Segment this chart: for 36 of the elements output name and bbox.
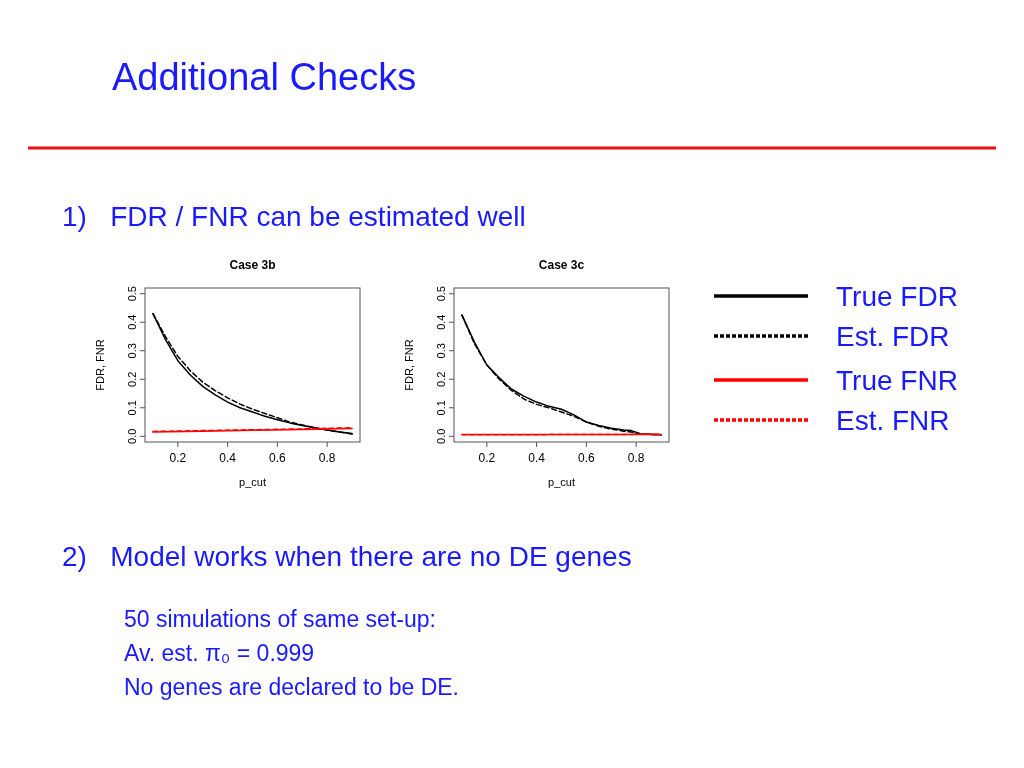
legend-label: True FDR <box>836 281 958 312</box>
x-tick-label: 0.4 <box>219 451 237 465</box>
text: No genes are declared to be DE. <box>124 674 459 700</box>
x-tick-label: 0.8 <box>627 451 645 465</box>
text: Av. est. π₀ = 0.999 <box>124 640 315 666</box>
text: 1) FDR / FNR can be estimated well <box>62 201 526 232</box>
y-tick-label: 0.3 <box>435 343 447 359</box>
x-tick-label: 0.6 <box>578 451 596 465</box>
x-tick-label: 0.2 <box>169 451 187 465</box>
x-tick-label: 0.8 <box>318 451 336 465</box>
y-axis-title: FDR, FNR <box>403 339 415 391</box>
text: Additional Checks <box>112 56 417 98</box>
text: 50 simulations of same set-up: <box>124 606 436 632</box>
x-axis-title: p_cut <box>239 476 266 488</box>
y-tick-label: 0.4 <box>435 314 447 330</box>
y-tick-label: 0.0 <box>435 428 447 444</box>
x-tick-label: 0.2 <box>478 451 496 465</box>
y-tick-label: 0.3 <box>126 343 138 359</box>
legend-label: True FNR <box>836 365 958 396</box>
y-tick-label: 0.2 <box>435 371 447 387</box>
y-tick-label: 0.0 <box>126 428 138 444</box>
x-axis-title: p_cut <box>548 476 575 488</box>
y-tick-label: 0.4 <box>126 314 138 330</box>
x-tick-label: 0.4 <box>528 451 546 465</box>
legend-label: Est. FNR <box>836 405 950 436</box>
text: 2) Model works when there are no DE genes <box>62 541 632 572</box>
y-tick-label: 0.1 <box>126 400 138 416</box>
y-tick-label: 0.2 <box>126 371 138 387</box>
y-tick-label: 0.5 <box>435 286 447 302</box>
x-tick-label: 0.6 <box>269 451 287 465</box>
y-axis-title: FDR, FNR <box>94 339 106 391</box>
y-tick-label: 0.5 <box>126 286 138 302</box>
chart-title: Case 3b <box>229 258 276 272</box>
chart-title: Case 3c <box>538 258 585 272</box>
y-tick-label: 0.1 <box>435 400 447 416</box>
legend-label: Est. FDR <box>836 321 950 352</box>
